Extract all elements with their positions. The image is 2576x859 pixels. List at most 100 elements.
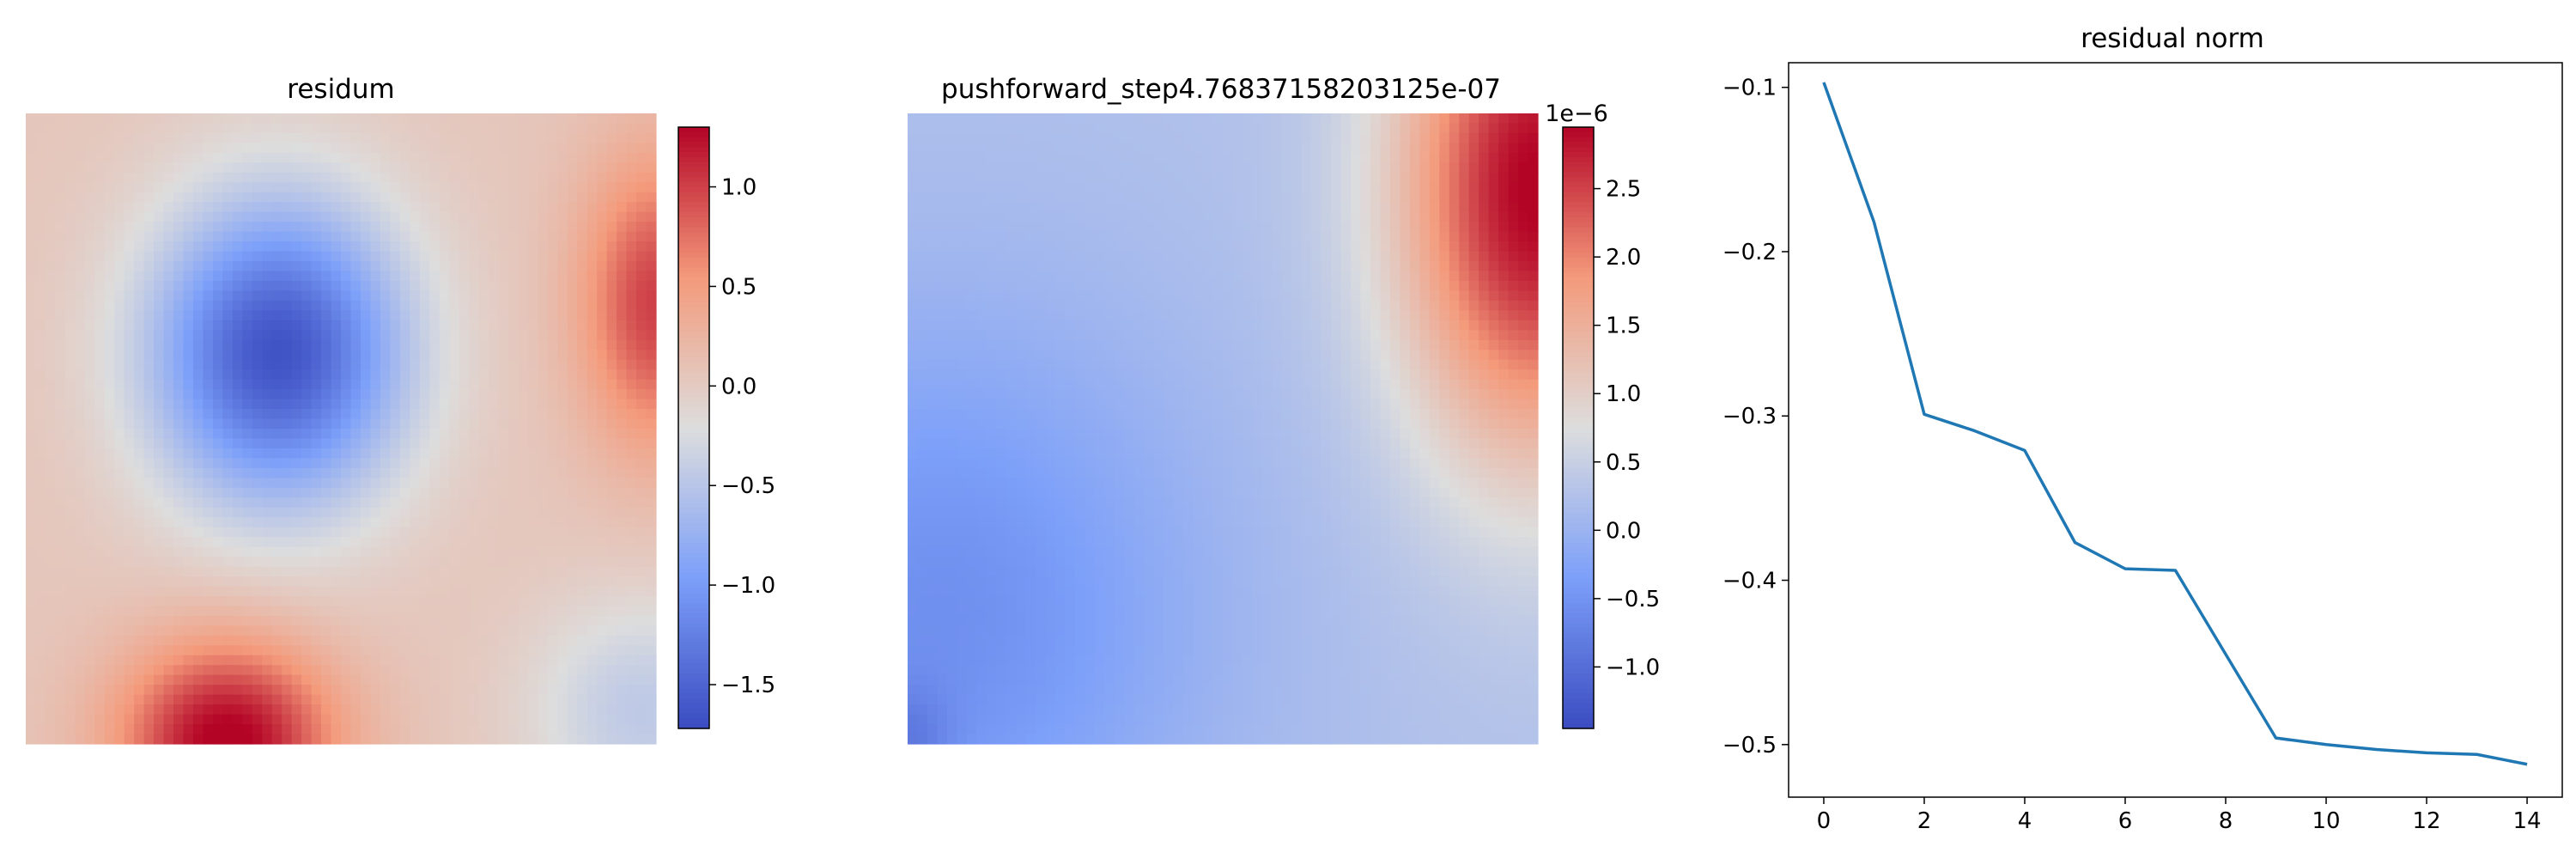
heatmap-cell [94,113,106,125]
colorbar-segment [678,628,709,634]
heatmap-cell [1114,123,1125,134]
heatmap-cell [459,507,470,518]
heatmap-cell [459,517,470,528]
heatmap-cell [419,557,430,568]
heatmap-cell [350,330,361,341]
heatmap-cell [597,537,608,548]
heatmap-cell [1045,152,1056,163]
heatmap-cell [222,261,234,272]
heatmap-cell [1419,152,1431,163]
heatmap-cell [35,595,46,607]
heatmap-cell [597,389,608,400]
heatmap-cell [341,448,352,460]
heatmap-cell [410,320,421,331]
heatmap-cell [1419,192,1431,203]
heatmap-cell [203,241,214,253]
heatmap-cell [45,685,57,696]
heatmap-cell [626,320,637,331]
heatmap-cell [94,586,106,597]
heatmap-cell [232,409,243,420]
heatmap-cell [636,595,647,607]
heatmap-cell [646,694,657,705]
heatmap-cell [55,290,66,302]
heatmap-cell [419,359,430,370]
heatmap-cell [518,467,529,478]
heatmap-cell [1321,152,1332,163]
colorbar-segment [678,527,709,534]
heatmap-cell [311,123,322,134]
heatmap-cell [439,172,450,183]
heatmap-cell [341,685,352,696]
heatmap-cell [183,429,194,440]
heatmap-cell [626,152,637,163]
heatmap-cell [1133,162,1145,174]
heatmap-cell [469,517,480,528]
heatmap-cell [577,339,588,350]
heatmap-cell [173,290,185,302]
heatmap-cell [212,123,223,134]
heatmap-cell [1104,182,1115,193]
heatmap-cell [104,182,115,193]
heatmap-cell [429,290,440,302]
heatmap-cell [439,625,450,637]
heatmap-cell [271,162,283,174]
heatmap-cell [527,280,538,292]
heatmap-cell [617,350,628,361]
heatmap-cell [173,557,185,568]
heatmap-cell [271,192,283,203]
heatmap-cell [1360,152,1371,163]
heatmap-cell [134,132,145,144]
heatmap-cell [557,290,568,302]
heatmap-cell [1272,162,1283,174]
heatmap-cell [114,261,125,272]
heatmap-cell [527,350,538,361]
heatmap-cell [1183,202,1194,213]
heatmap-cell [55,566,66,577]
heatmap-cell [547,211,558,222]
heatmap-cell [104,527,115,538]
heatmap-cell [1449,182,1460,193]
heatmap-cell [636,211,647,222]
heatmap-cell [507,478,519,489]
heatmap-cell [597,290,608,302]
heatmap-cell [557,655,568,666]
heatmap-cell [341,467,352,478]
colorbar-segment [678,382,709,388]
heatmap-cell [114,595,125,607]
heatmap-cell [94,566,106,577]
heatmap-cell [143,566,155,577]
heatmap-cell [222,300,234,311]
heatmap-cell [114,182,125,193]
heatmap-cell [1429,202,1440,213]
heatmap-cell [84,734,95,745]
heatmap-cell [301,399,313,410]
heatmap-cell [577,389,588,400]
heatmap-cell [311,655,322,666]
heatmap-cell [26,350,37,361]
heatmap-cell [192,606,204,617]
heatmap-cell [1321,192,1332,203]
heatmap-cell [527,261,538,272]
heatmap-cell [321,625,332,637]
colorbar-segment [678,442,709,448]
heatmap-cell [606,685,617,696]
heatmap-cell [1360,202,1371,213]
heatmap-cell [26,645,37,656]
heatmap-cell [242,586,253,597]
heatmap-cell [459,399,470,410]
heatmap-cell [222,645,234,656]
heatmap-cell [321,497,332,509]
heatmap-cell [597,123,608,134]
heatmap-cell [469,320,480,331]
heatmap-cell [577,546,588,557]
heatmap-cell [143,162,155,174]
heatmap-cell [507,557,519,568]
heatmap-cell [617,290,628,302]
heatmap-cell [232,458,243,469]
heatmap-cell [262,438,273,449]
heatmap-cell [154,132,165,144]
heatmap-cell [64,389,76,400]
heatmap-cell [390,674,401,685]
heatmap-cell [557,704,568,716]
heatmap-cell [232,546,243,557]
